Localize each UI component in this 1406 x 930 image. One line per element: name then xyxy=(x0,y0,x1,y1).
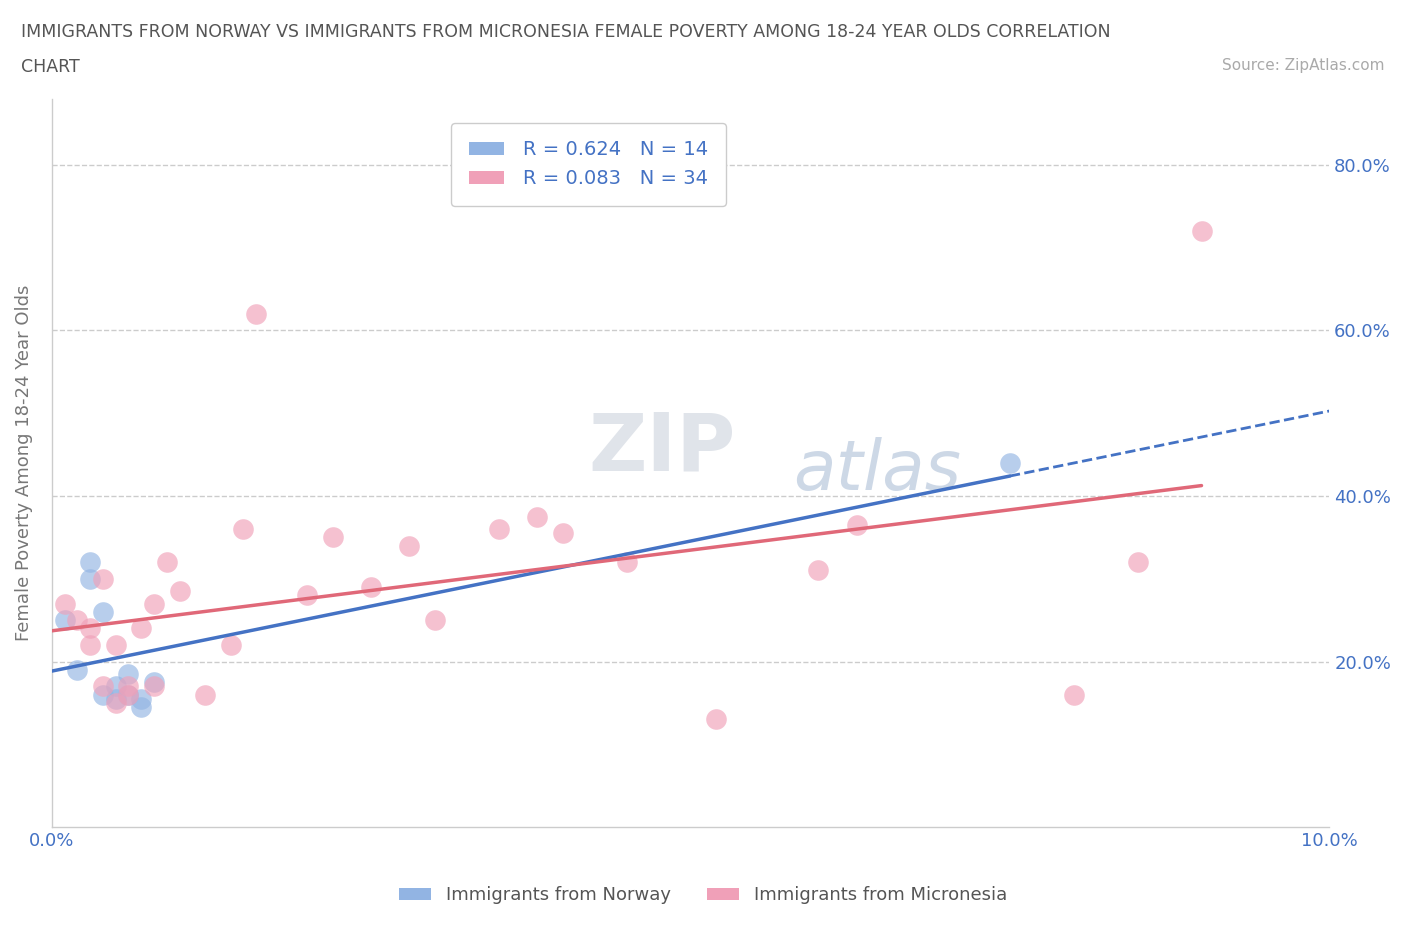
Text: IMMIGRANTS FROM NORWAY VS IMMIGRANTS FROM MICRONESIA FEMALE POVERTY AMONG 18-24 : IMMIGRANTS FROM NORWAY VS IMMIGRANTS FRO… xyxy=(21,23,1111,41)
Point xyxy=(53,596,76,611)
Point xyxy=(104,696,127,711)
Point xyxy=(488,522,510,537)
Point xyxy=(526,510,548,525)
Point xyxy=(79,571,101,586)
Point xyxy=(845,517,868,532)
Point xyxy=(142,675,165,690)
Point xyxy=(129,621,152,636)
Point xyxy=(117,687,139,702)
Point xyxy=(1191,224,1213,239)
Point xyxy=(79,621,101,636)
Text: ZIP: ZIP xyxy=(588,409,735,487)
Point xyxy=(66,613,89,628)
Point xyxy=(142,679,165,694)
Point xyxy=(423,613,446,628)
Point xyxy=(360,579,382,594)
Point xyxy=(232,522,254,537)
Point xyxy=(704,712,727,727)
Point xyxy=(156,555,179,570)
Point xyxy=(91,679,114,694)
Point xyxy=(551,525,574,540)
Point xyxy=(219,637,242,652)
Point xyxy=(104,637,127,652)
Legend: R = 0.624   N = 14, R = 0.083   N = 34: R = 0.624 N = 14, R = 0.083 N = 34 xyxy=(451,123,725,206)
Point xyxy=(104,679,127,694)
Point xyxy=(194,687,217,702)
Point xyxy=(1063,687,1085,702)
Point xyxy=(91,687,114,702)
Point xyxy=(1126,555,1149,570)
Point xyxy=(322,530,344,545)
Point xyxy=(398,538,420,553)
Point xyxy=(104,691,127,706)
Text: Source: ZipAtlas.com: Source: ZipAtlas.com xyxy=(1222,58,1385,73)
Point xyxy=(91,571,114,586)
Point xyxy=(79,637,101,652)
Legend: Immigrants from Norway, Immigrants from Micronesia: Immigrants from Norway, Immigrants from … xyxy=(392,879,1014,911)
Point xyxy=(129,699,152,714)
Y-axis label: Female Poverty Among 18-24 Year Olds: Female Poverty Among 18-24 Year Olds xyxy=(15,285,32,641)
Point xyxy=(66,662,89,677)
Point xyxy=(245,307,267,322)
Point xyxy=(53,613,76,628)
Point xyxy=(117,687,139,702)
Point xyxy=(169,584,191,599)
Point xyxy=(142,596,165,611)
Point xyxy=(91,604,114,619)
Point xyxy=(998,456,1021,471)
Point xyxy=(129,691,152,706)
Point xyxy=(79,555,101,570)
Point xyxy=(297,588,319,603)
Text: atlas: atlas xyxy=(793,437,960,504)
Point xyxy=(117,667,139,682)
Text: CHART: CHART xyxy=(21,58,80,75)
Point xyxy=(117,679,139,694)
Point xyxy=(616,555,638,570)
Point xyxy=(807,563,830,578)
